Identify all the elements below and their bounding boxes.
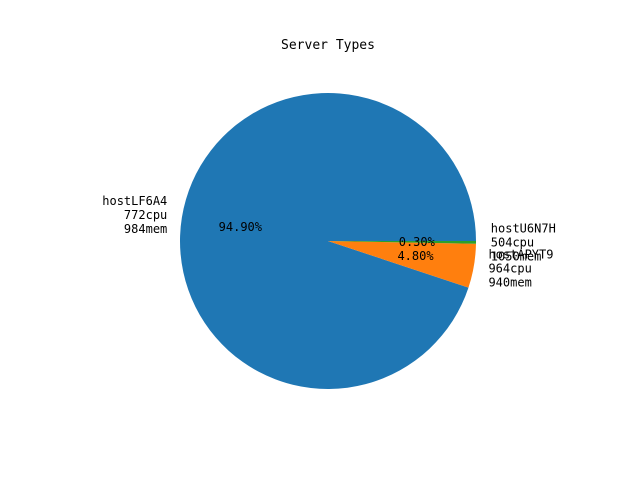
slice-label-line: hostLF6A4 [102,194,167,208]
slice-percent-hostU6N7H: 0.30% [399,235,436,249]
pie-slice-hostAPYT9 [328,241,476,288]
slice-label-hostAPYT9: hostAPYT9 964cpu 940mem [488,247,553,289]
slice-label-line: 964cpu [488,261,531,275]
slice-label-line: 504cpu [491,236,534,250]
slice-label-hostU6N7H: hostU6N7H 504cpu 1050mem [491,222,556,264]
slice-label-line: hostU6N7H [491,222,556,236]
slice-percent-hostLF6A4: 94.90% [219,220,263,234]
slice-label-line: 772cpu [124,208,167,222]
slice-label-line: 1050mem [491,250,542,264]
slice-percent-hostAPYT9: 4.80% [397,249,434,263]
slice-label-line: hostAPYT9 [488,247,553,261]
pie-slice-hostU6N7H [328,241,476,244]
pie-labels: hostLF6A4 772cpu 984mem 94.90% hostAPYT9 964c… [102,194,556,289]
pie-slices [180,92,476,389]
chart-title: Server Types [281,38,375,53]
slice-label-line: 984mem [124,222,167,236]
slice-label-line: 940mem [488,275,531,289]
pie-slice-hostLF6A4 [180,92,476,389]
slice-label-hostLF6A4: hostLF6A4 772cpu 984mem [102,194,167,236]
